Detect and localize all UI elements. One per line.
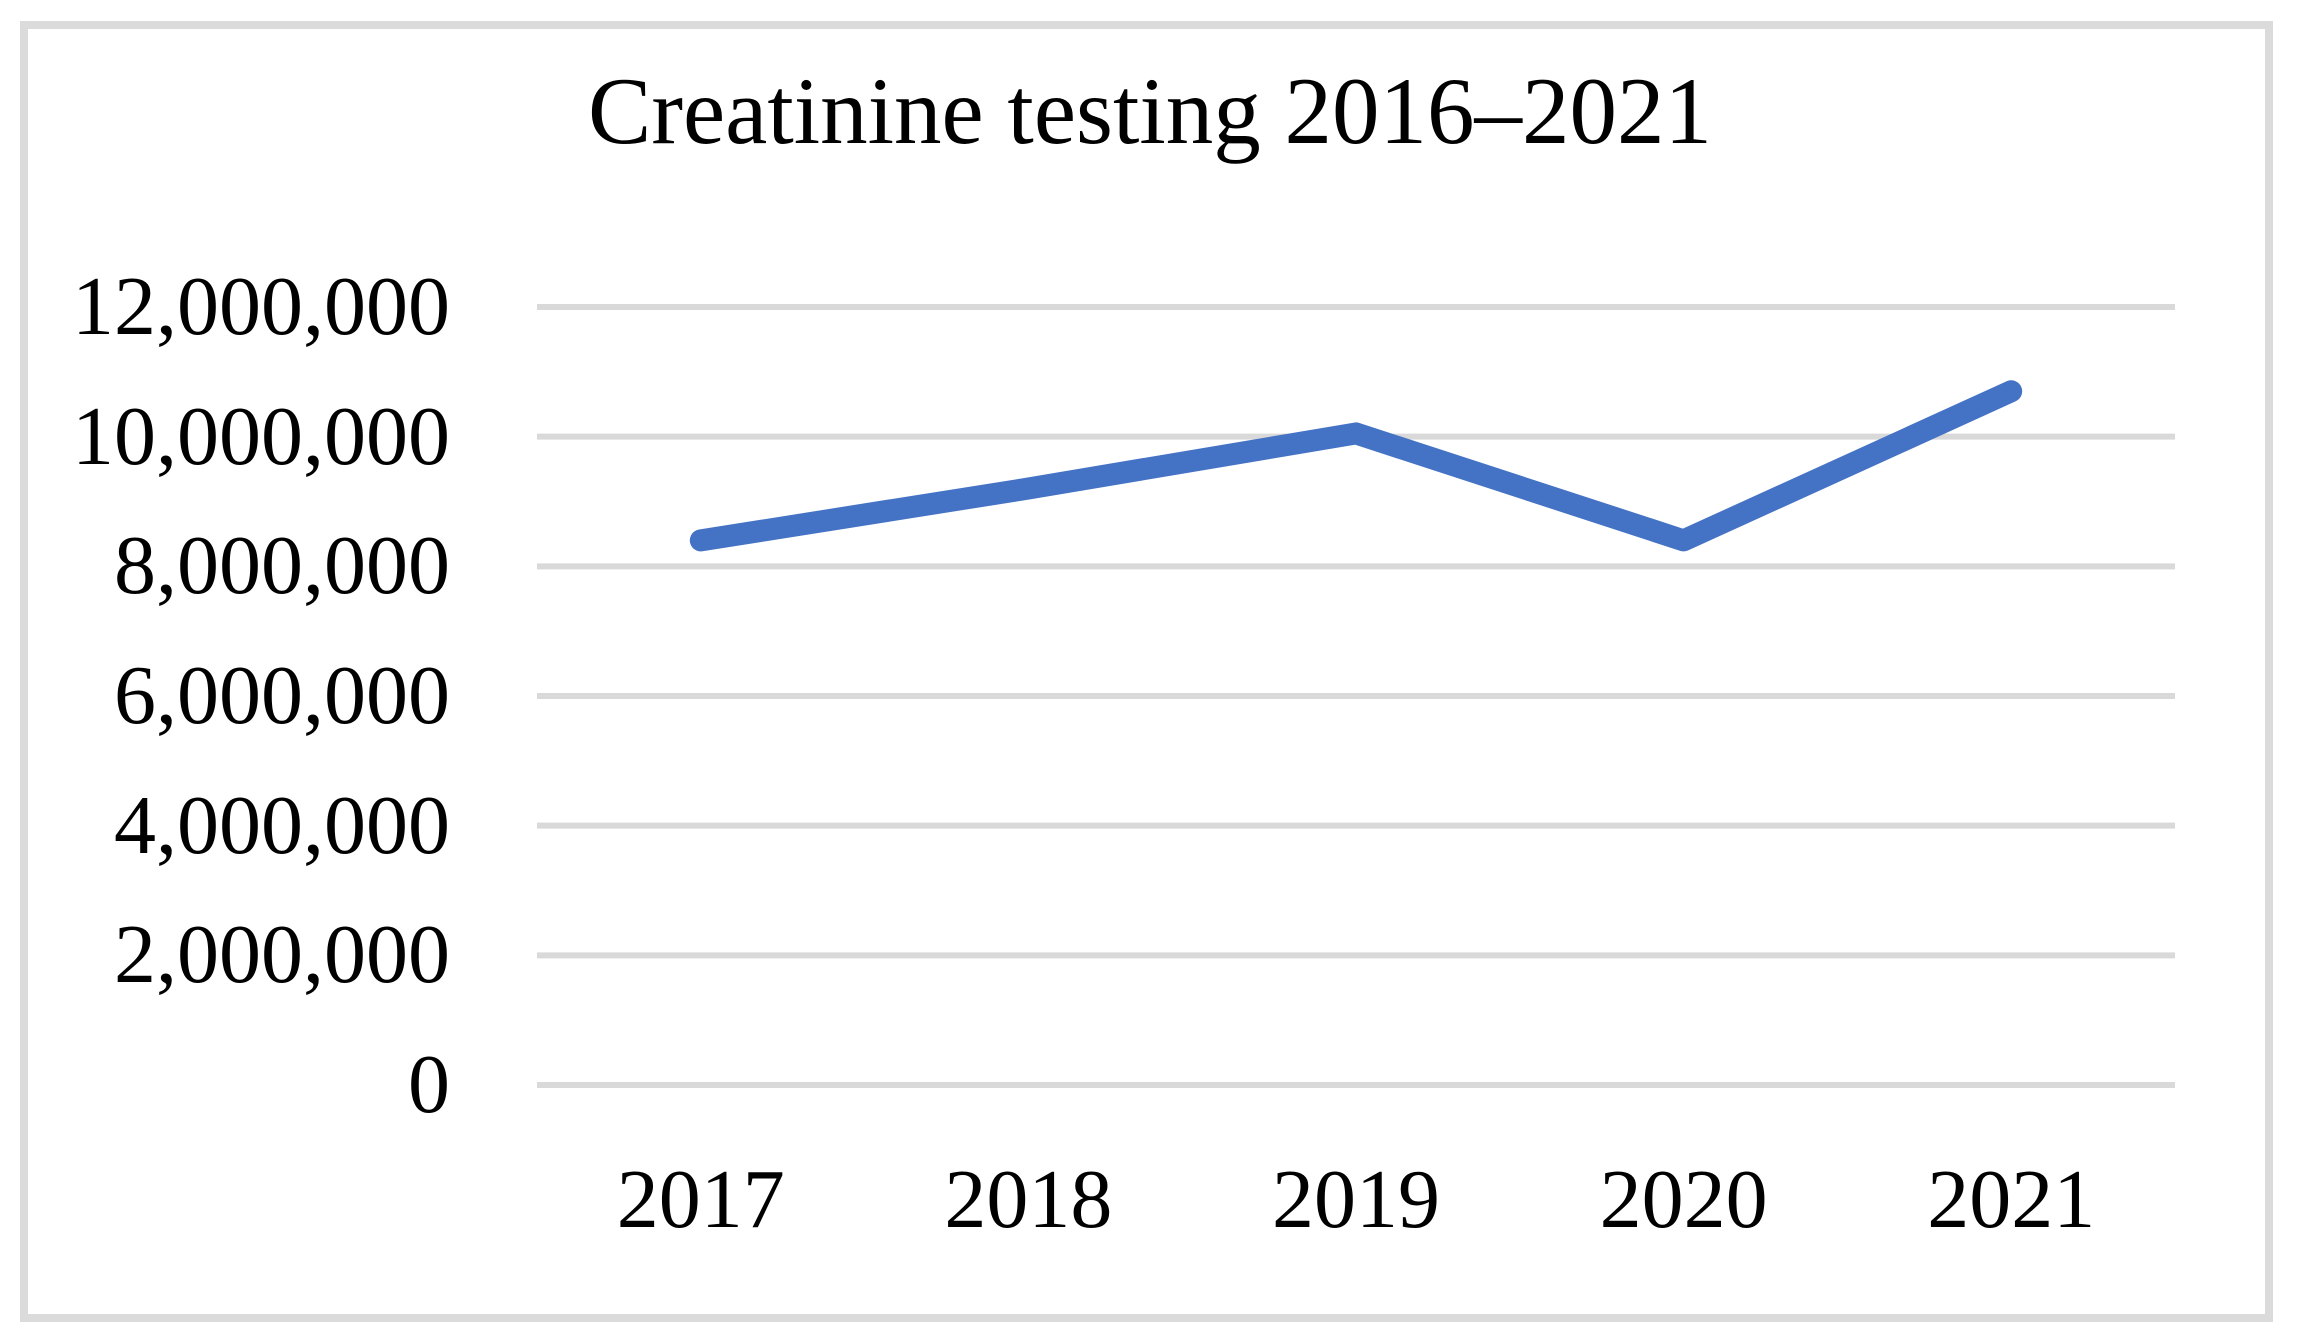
x-axis-category-label: 2019 bbox=[1272, 1153, 1440, 1246]
y-axis-tick-label: 12,000,000 bbox=[72, 260, 450, 353]
chart-title: Creatinine testing 2016–2021 bbox=[588, 58, 1712, 164]
x-axis-category-label: 2020 bbox=[1599, 1153, 1768, 1246]
y-axis-tick-label: 8,000,000 bbox=[114, 519, 450, 613]
y-axis-tick-label: 6,000,000 bbox=[114, 649, 450, 742]
y-axis-tick-label: 2,000,000 bbox=[114, 908, 450, 1002]
data-series-line bbox=[689, 380, 2023, 552]
y-axis-tick-label: 10,000,000 bbox=[72, 389, 450, 483]
x-axis-category-label: 2017 bbox=[616, 1153, 785, 1246]
y-axis-tick-label: 0 bbox=[408, 1038, 450, 1131]
x-axis-category-label: 2021 bbox=[1927, 1153, 2096, 1246]
y-axis-tick-label: 4,000,000 bbox=[114, 778, 450, 872]
series-group bbox=[689, 380, 2023, 552]
x-axis-category-label: 2018 bbox=[944, 1153, 1113, 1246]
